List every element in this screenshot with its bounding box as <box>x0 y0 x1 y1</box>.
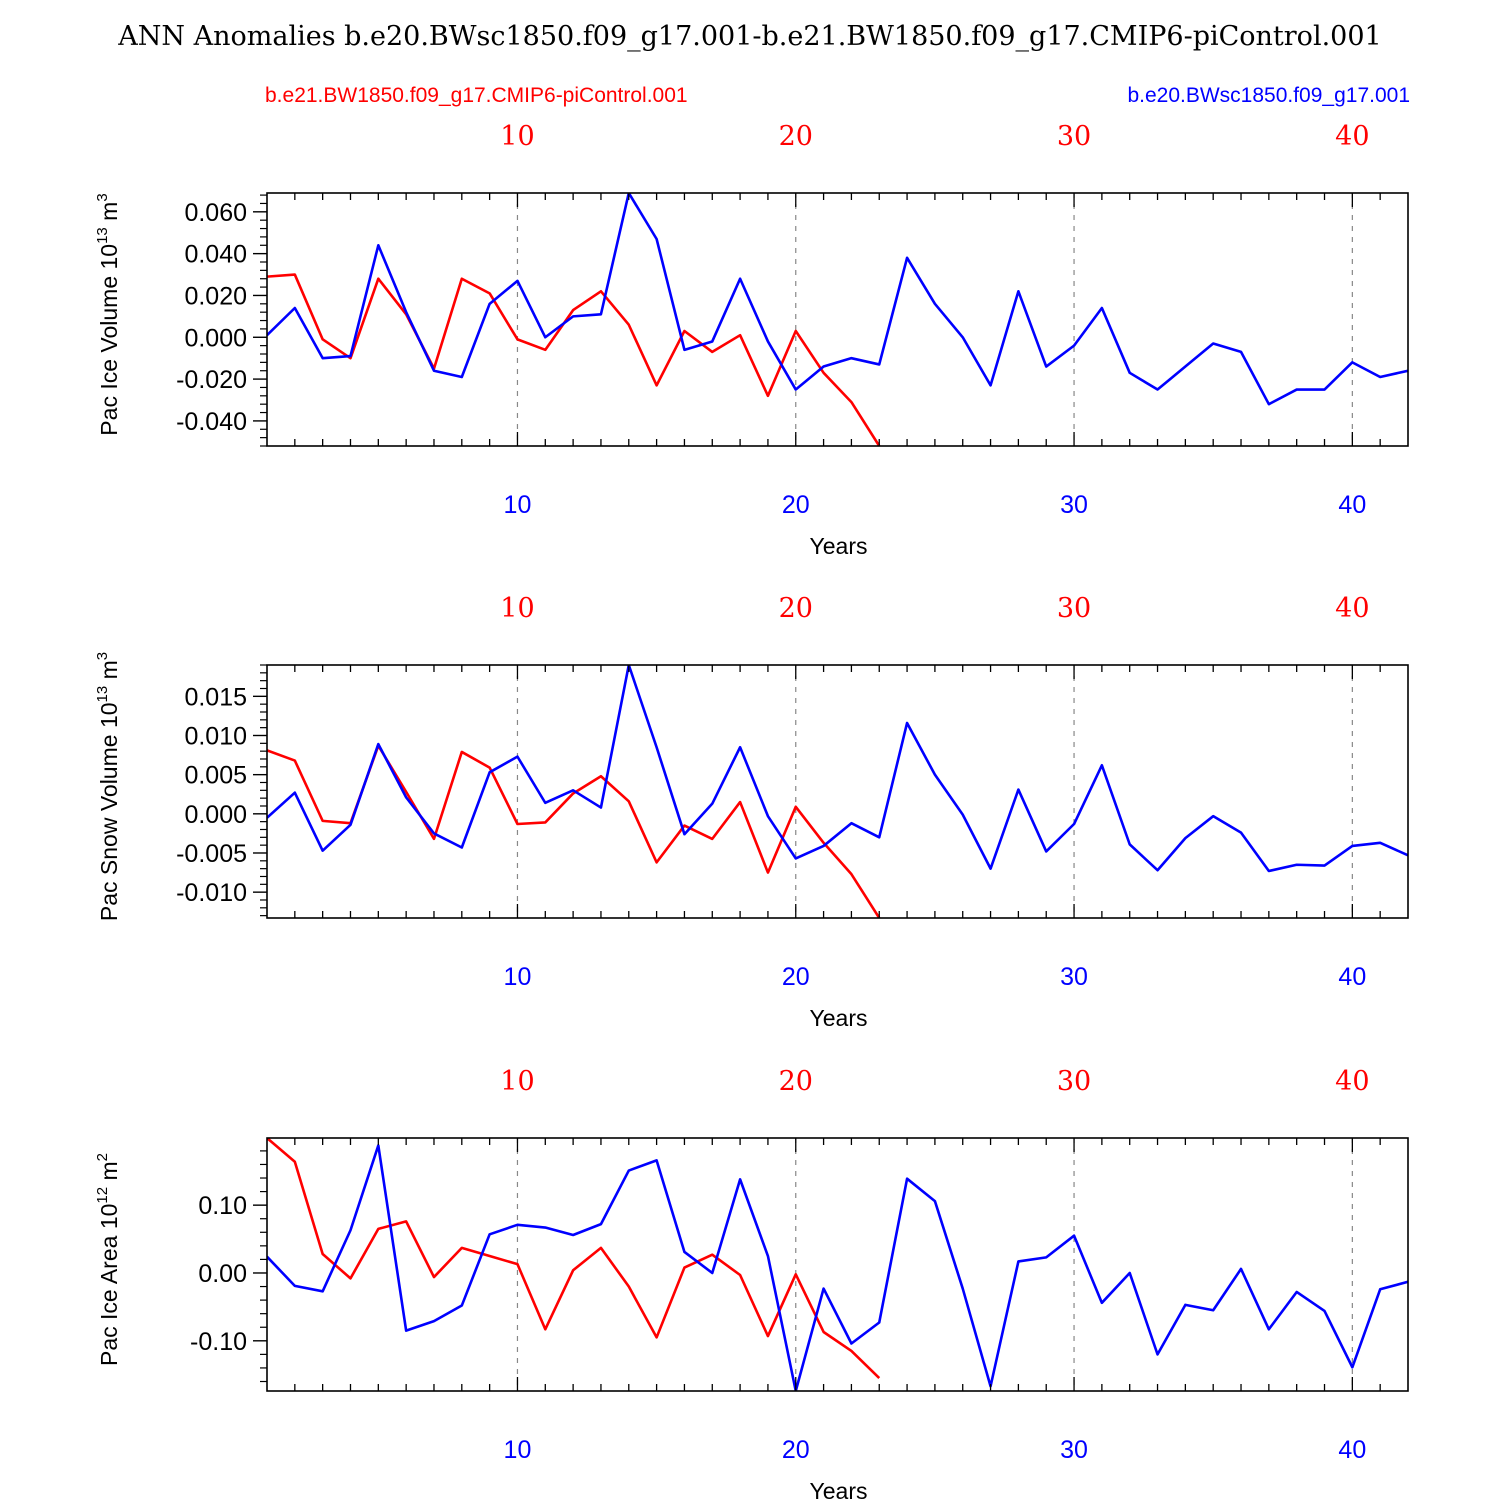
x-tick-label-top: 40 <box>1335 121 1369 152</box>
plot-frame <box>266 192 1409 447</box>
x-tick-label-bottom: 30 <box>1060 1436 1088 1464</box>
y-axis-title: Pac Ice Volume 1013 m3 <box>94 193 122 435</box>
y-axis-title: Pac Snow Volume 1013 m3 <box>94 652 122 921</box>
x-tick-label-bottom: 20 <box>782 491 810 519</box>
y-tick-label: 0.000 <box>184 324 247 352</box>
x-tick-label-bottom: 30 <box>1060 963 1088 991</box>
y-axis-title: Pac Ice Area 1012 m2 <box>94 1153 122 1366</box>
series-line-picontrol <box>267 744 881 918</box>
plot-frame <box>266 664 1409 919</box>
y-tick-label: 0.020 <box>184 282 247 310</box>
y-tick-label: -0.010 <box>176 879 247 907</box>
y-tick-label: 0.10 <box>198 1192 247 1220</box>
y-tick-label: -0.040 <box>176 408 247 436</box>
x-tick-label-top: 30 <box>1057 121 1091 152</box>
y-tick-label: -0.10 <box>190 1328 247 1356</box>
y-tick-label: 0.040 <box>184 241 247 269</box>
y-tick-label: 0.015 <box>184 683 247 711</box>
x-axis-title: Years <box>810 533 868 559</box>
series-line-bwsc1850 <box>267 193 1408 406</box>
x-tick-label-bottom: 40 <box>1338 1436 1366 1464</box>
x-tick-label-top: 40 <box>1335 1066 1369 1097</box>
x-tick-label-top: 10 <box>500 121 534 152</box>
series-line-picontrol <box>267 1138 881 1380</box>
x-axis-title: Years <box>810 1478 868 1500</box>
y-tick-label: 0.005 <box>184 762 247 790</box>
y-tick-label: -0.020 <box>176 366 247 394</box>
series-line-bwsc1850 <box>267 1144 1408 1391</box>
panel-pac-ice-area: -0.10 0.00 0.10 10 10 20 20 30 30 40 40 Years Pac Ic… <box>94 1066 1409 1500</box>
x-tick-label-top: 10 <box>500 1066 534 1097</box>
series-line-picontrol <box>267 273 881 446</box>
legend-left-label: b.e21.BW1850.f09_g17.CMIP6-piControl.001 <box>265 84 688 107</box>
y-tick-label: -0.005 <box>176 840 247 868</box>
x-tick-label-top: 10 <box>500 593 534 624</box>
x-axis-title: Years <box>810 1005 868 1031</box>
plot-frame <box>266 1137 1409 1392</box>
x-tick-label-bottom: 10 <box>504 491 532 519</box>
x-tick-label-top: 30 <box>1057 1066 1091 1097</box>
y-tick-label: 0.060 <box>184 199 247 227</box>
y-tick-label: 0.000 <box>184 801 247 829</box>
x-tick-label-top: 40 <box>1335 593 1369 624</box>
x-tick-label-top: 20 <box>779 593 813 624</box>
figure-title: ANN Anomalies b.e20.BWsc1850.f09_g17.001… <box>117 21 1381 52</box>
x-tick-label-bottom: 30 <box>1060 491 1088 519</box>
series-line-bwsc1850 <box>267 665 1408 873</box>
y-tick-label: 0.00 <box>198 1260 247 1288</box>
x-tick-label-bottom: 20 <box>782 963 810 991</box>
x-tick-label-bottom: 10 <box>504 963 532 991</box>
x-tick-label-bottom: 40 <box>1338 963 1366 991</box>
panel-pac-ice-volume: -0.040 -0.020 0.000 0.020 0.040 0.060 10 10 20 20… <box>94 121 1409 559</box>
x-tick-label-top: 20 <box>779 121 813 152</box>
legend-right-label: b.e20.BWsc1850.f09_g17.001 <box>1127 84 1410 107</box>
x-tick-label-top: 20 <box>779 1066 813 1097</box>
x-tick-label-top: 30 <box>1057 593 1091 624</box>
x-tick-label-bottom: 10 <box>504 1436 532 1464</box>
panel-pac-snow-volume: -0.010 -0.005 0.000 0.005 0.010 0.015 10 10 20 20… <box>94 593 1409 1031</box>
y-tick-label: 0.010 <box>184 722 247 750</box>
x-tick-label-bottom: 40 <box>1338 491 1366 519</box>
x-tick-label-bottom: 20 <box>782 1436 810 1464</box>
